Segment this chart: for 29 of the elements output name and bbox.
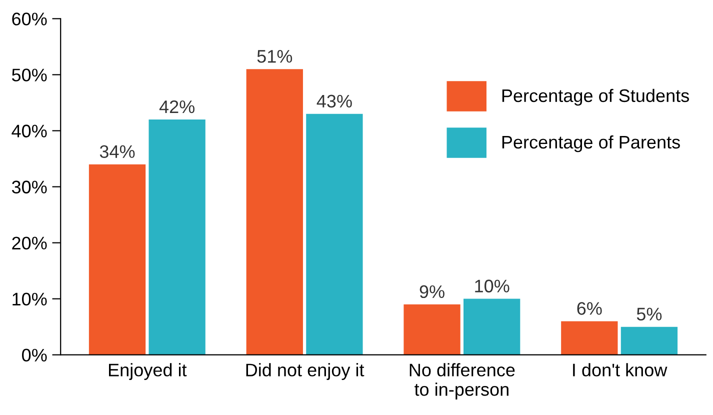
- y-tick-label: 0%: [22, 348, 47, 362]
- x-tick-label: No difference to in-person: [410, 363, 515, 400]
- bar: [246, 69, 303, 355]
- data-label: 6%: [577, 302, 602, 315]
- bar: [148, 120, 206, 355]
- y-tick-label: 30%: [12, 180, 47, 194]
- data-label: 5%: [636, 308, 662, 320]
- legend-label: Percentage of Students: [502, 88, 689, 106]
- y-tick-label: 50%: [12, 68, 47, 82]
- bar: [561, 321, 618, 355]
- x-tick-label: I don't know: [573, 363, 668, 376]
- bar: [404, 304, 460, 355]
- bar: [306, 114, 363, 355]
- data-label: 10%: [475, 280, 510, 292]
- bar: [88, 164, 146, 355]
- bar: [620, 326, 678, 355]
- data-label: 51%: [257, 50, 292, 63]
- data-label: 34%: [100, 145, 135, 158]
- x-tick-label: Enjoyed it: [109, 363, 187, 380]
- y-tick-label: 20%: [12, 236, 47, 250]
- y-tick-label: 10%: [12, 292, 47, 306]
- legend-label: Percentage of Parents: [502, 135, 680, 152]
- bar: [464, 298, 520, 355]
- y-tick-label: 40%: [12, 124, 47, 138]
- data-label: 42%: [159, 100, 194, 114]
- data-label: 43%: [316, 94, 352, 108]
- x-tick-label: Did not enjoy it: [246, 363, 364, 380]
- data-label: 9%: [420, 285, 444, 298]
- y-tick-label: 60%: [12, 12, 47, 26]
